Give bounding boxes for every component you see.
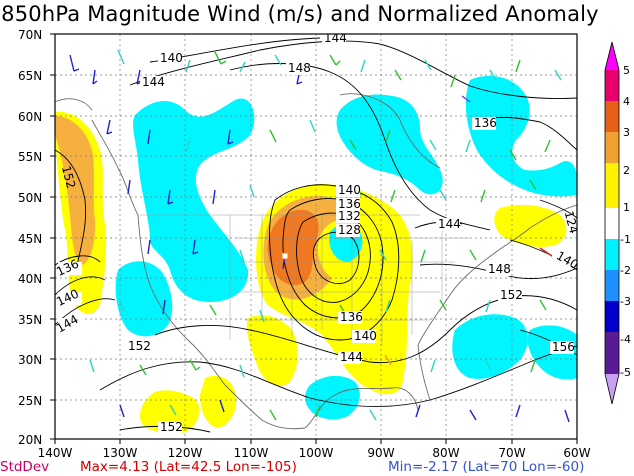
contour-label: 140 [160,51,183,65]
colorbar-label: -2 [620,264,631,277]
contour-label: 144 [340,350,363,364]
anomaly-pacific-positive [139,390,200,434]
contour-label: 156 [552,340,575,354]
colorbar-label: -5 [620,366,631,379]
contour-144-north [129,40,577,99]
colorbar-band [605,101,619,132]
colorbar-band [605,132,619,163]
colorbar: 5 4 3 2 1 -1 -2 -3 -4 -5 [604,41,631,405]
longitude-axis: 140W 130W 120W 110W 100W 90W 80W 70W 60W [38,439,591,460]
lon-label: 80W [432,446,459,460]
colorbar-band [605,70,619,101]
colorbar-label: 2 [623,164,630,177]
anomaly-negative-canada-east [336,94,443,195]
contour-label: 148 [488,262,511,276]
colorbar-band [605,270,619,301]
anomaly-mexico-positive [200,375,237,428]
lon-label: 100W [299,446,334,460]
anomaly-negative-east-canada [465,75,577,197]
lon-label: 130W [103,446,138,460]
contour-label: 144 [438,217,461,231]
anomaly-2-west-coast [55,116,96,265]
lon-label: 120W [168,446,203,460]
colorbar-label: -1 [620,233,631,246]
florida-coast [417,344,431,401]
colorbar-bottom-arrow [605,374,619,404]
min-stat: Min=-2.17 (Lat=70 Lon=-60) [388,459,585,475]
lon-label: 90W [367,446,394,460]
grid-lines [55,34,577,439]
anomaly-negative-atlantic-south [452,314,528,379]
lat-label: 55N [18,150,42,164]
contour-152-west [55,149,87,276]
lat-label: 35N [18,313,42,327]
lat-label: 60N [18,110,42,124]
hudson-bay-coast [339,93,441,169]
lat-label: 65N [18,69,42,83]
contour-label: 132 [338,209,361,223]
max-stat: Max=4.13 (Lat=42.5 Lon=-105) [80,459,297,475]
contour-label: 140 [354,329,377,343]
lat-label: 25N [18,394,42,408]
colorbar-band [605,301,619,332]
lat-label: 70N [18,28,42,42]
colorbar-label: 4 [623,95,630,108]
contour-label: 144 [142,75,165,89]
contour-label: 152 [160,420,183,434]
lat-label: 40N [18,272,42,286]
contour-124-east [539,199,577,219]
contour-label: 136 [340,310,363,324]
lon-label: 140W [38,446,73,460]
negative-anomaly-regions [115,75,577,420]
lat-label: 20N [18,433,42,447]
lon-label: 70W [498,446,525,460]
colorbar-label: -4 [620,333,631,346]
colorbar-label: 3 [623,126,630,139]
stats-footer: StdDev Max=4.13 (Lat=42.5 Lon=-105) Min=… [0,459,634,476]
colorbar-label: 1 [623,201,630,214]
colorbar-label: -3 [620,295,631,308]
anomaly-3-max-core [267,209,319,286]
lat-label: 50N [18,191,42,205]
contour-label: 148 [288,61,311,75]
positive-anomaly-3-regions [267,209,319,286]
contour-label: 152 [59,164,78,190]
anomaly-negative-pacific-south [115,261,173,337]
colorbar-band [605,239,619,270]
contour-label: 140 [338,183,361,197]
lon-label: 110W [234,446,269,460]
anomaly-negative-west-north [133,98,255,302]
stddev-label: StdDev [0,459,50,475]
colorbar-label: 5 [623,64,630,77]
colorbar-band [605,163,619,208]
max-marker [281,252,289,260]
lat-label: 30N [18,353,42,367]
contour-label: 152 [128,339,151,353]
alaska-coast [55,98,93,111]
colorbar-top-arrow [605,42,619,70]
contour-140-west [55,276,106,296]
colorbar-band [605,332,619,374]
lon-label: 60W [563,446,590,460]
contour-label: 152 [500,288,523,302]
lat-label: 45N [18,232,42,246]
map-area: 144 140 144 148 136 152 136 140 144 140 … [55,31,577,439]
anomaly-southwest-positive [246,315,298,386]
latitude-axis: 70N 65N 60N 55N 50N 45N 40N 35N 30N 25N … [18,28,55,447]
contour-136-east [479,116,577,151]
colorbar-band [605,208,619,239]
contour-label: 144 [324,31,347,45]
contour-label: 128 [338,223,361,237]
contour-label: 136 [338,197,361,211]
contour-label: 136 [474,116,497,130]
contour-label-group: 144 140 144 148 136 152 136 140 144 140 … [55,31,577,434]
map-title: 850hPa Magnitude Wind (m/s) and Normaliz… [1,2,599,26]
east-coastline [417,204,577,346]
